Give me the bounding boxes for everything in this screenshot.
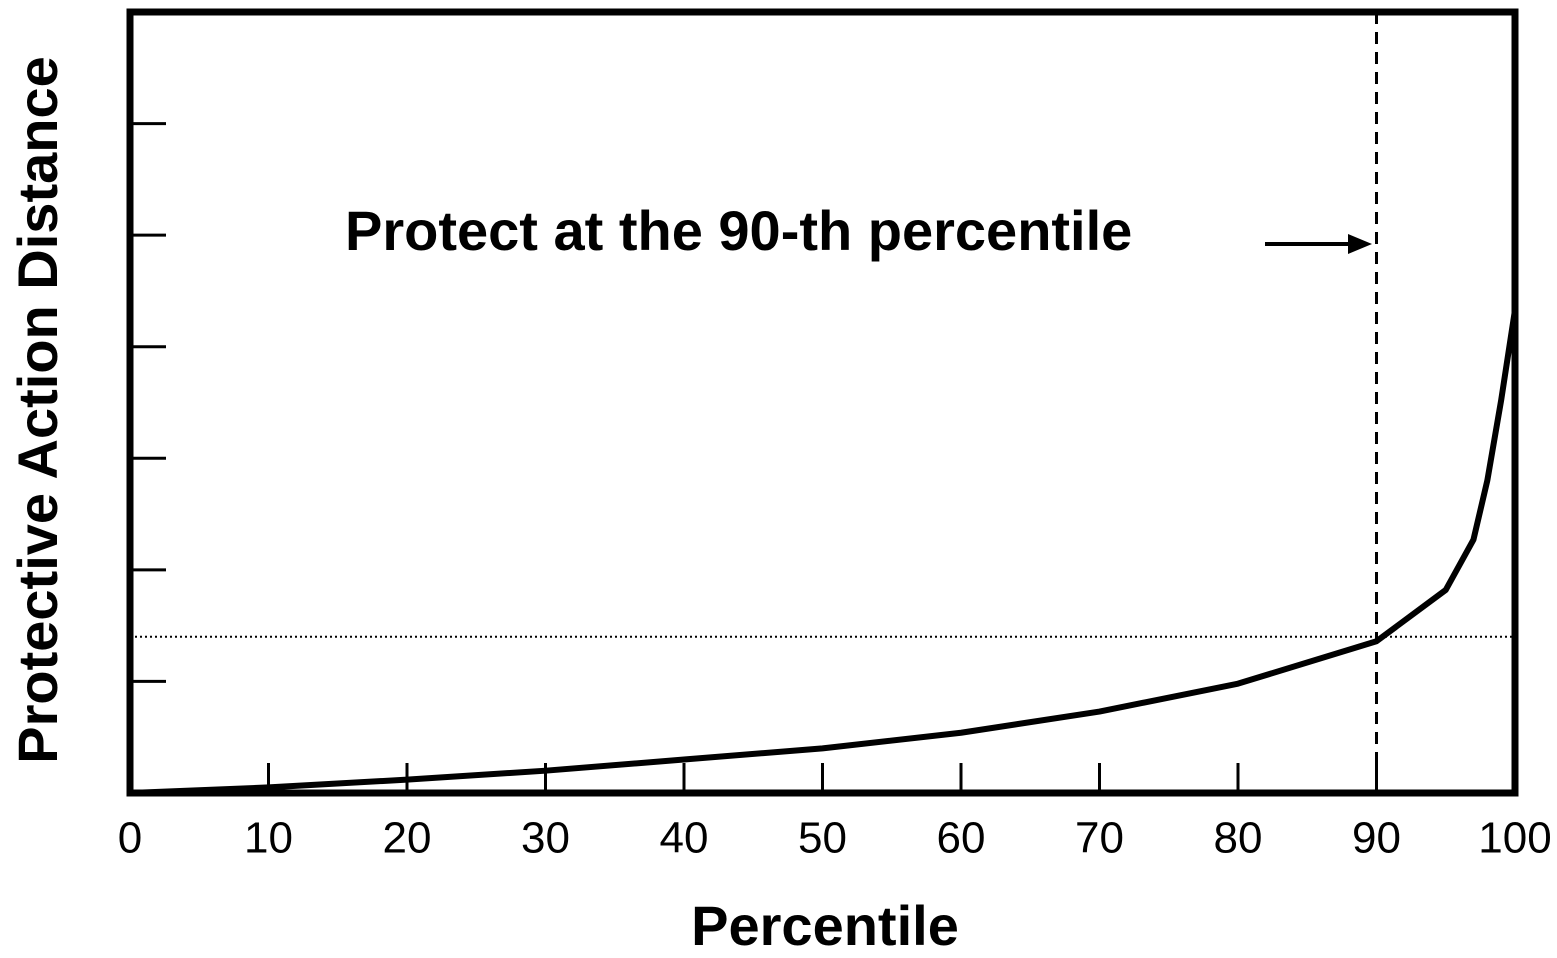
data-line <box>129 309 1518 796</box>
x-axis-label: Percentile <box>691 894 959 957</box>
x-tick-label: 90 <box>1352 814 1401 863</box>
y-axis-label: Protective Action Distance <box>6 56 69 763</box>
x-tick-label: 50 <box>798 814 847 863</box>
x-tick-label: 70 <box>1075 814 1124 863</box>
x-tick-label: 10 <box>244 814 293 863</box>
x-tick-label: 40 <box>660 814 709 863</box>
x-tick-label: 100 <box>1478 814 1551 863</box>
x-tick-label: 60 <box>937 814 986 863</box>
arrow-head <box>1348 234 1372 254</box>
x-tick-label: 20 <box>383 814 432 863</box>
x-tick-label: 0 <box>118 814 142 863</box>
annotation: Protect at the 90-th percentile <box>345 199 1132 262</box>
x-tick-label: 30 <box>521 814 570 863</box>
x-tick-label: 80 <box>1214 814 1263 863</box>
plot-frame <box>126 8 1519 797</box>
